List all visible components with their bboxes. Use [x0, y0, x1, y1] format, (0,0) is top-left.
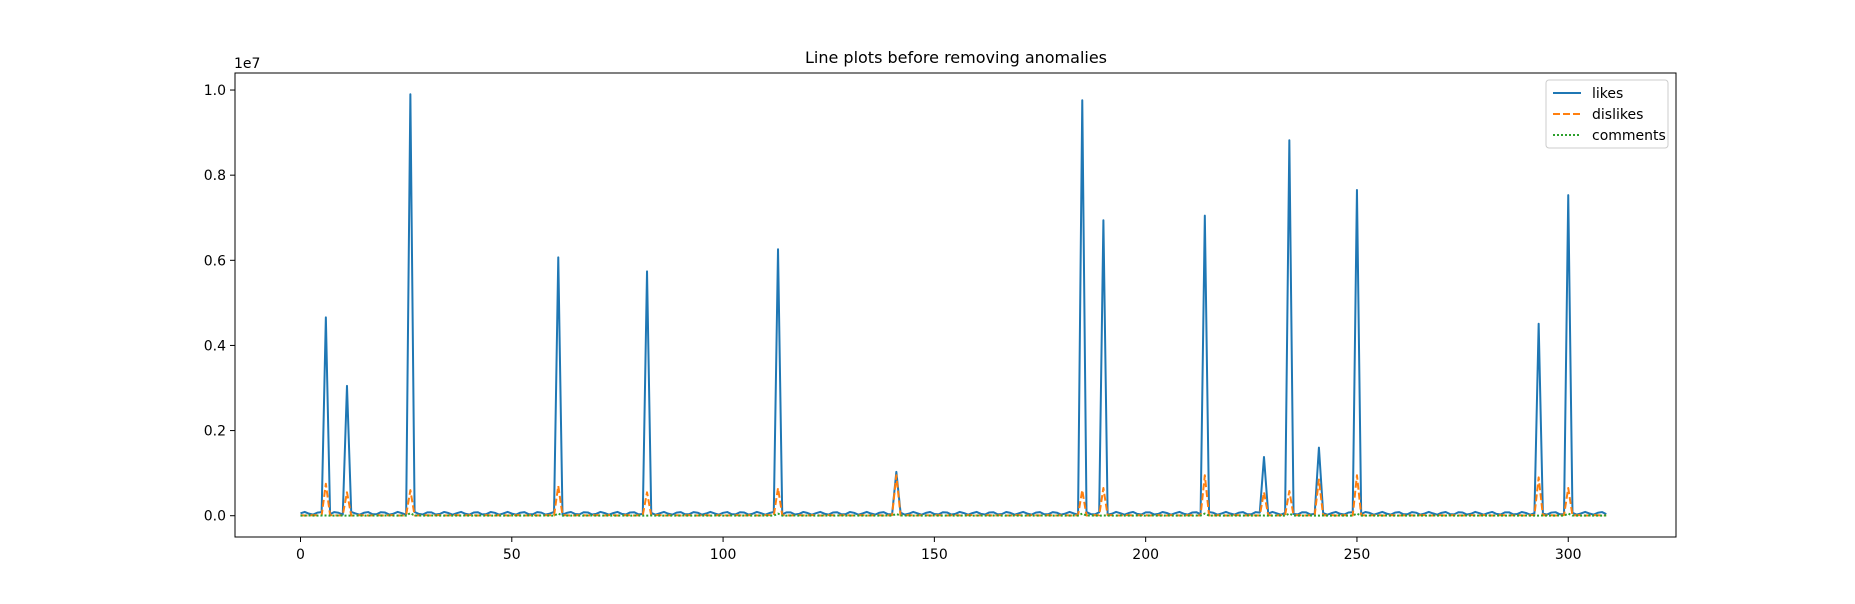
legend-label-likes: likes	[1592, 86, 1623, 102]
x-tick-label: 200	[1132, 547, 1159, 563]
y-axis: 0.0 0.2 0.4 0.6 0.8 1.0	[204, 83, 235, 525]
y-tick-label: 0.2	[204, 424, 226, 440]
y-tick-label: 0.8	[204, 168, 226, 184]
y-tick-label: 1.0	[204, 83, 226, 99]
x-tick-label: 150	[921, 547, 948, 563]
series-line-dislikes	[300, 474, 1607, 517]
x-tick-label: 250	[1344, 547, 1371, 563]
x-tick-label: 300	[1555, 547, 1582, 563]
axes-frame	[234, 72, 1677, 538]
chart-title: Line plots before removing anomalies	[805, 48, 1107, 67]
legend-label-comments: comments	[1592, 128, 1666, 144]
plot-area	[300, 93, 1607, 517]
x-axis: 0 50 100 150 200 250 300	[296, 537, 1582, 563]
y-tick-label: 0.6	[204, 253, 226, 269]
x-tick-label: 0	[296, 547, 305, 563]
x-tick-label: 50	[503, 547, 521, 563]
legend: likes dislikes comments	[1545, 79, 1669, 149]
x-tick-label: 100	[710, 547, 737, 563]
y-tick-label: 0.4	[204, 338, 226, 354]
y-axis-offset-label: 1e7	[234, 56, 260, 72]
legend-box	[1545, 79, 1669, 149]
y-tick-label: 0.0	[204, 509, 226, 525]
legend-label-dislikes: dislikes	[1592, 107, 1643, 123]
series-line-likes	[300, 93, 1607, 516]
series-line-comments	[300, 512, 1607, 517]
